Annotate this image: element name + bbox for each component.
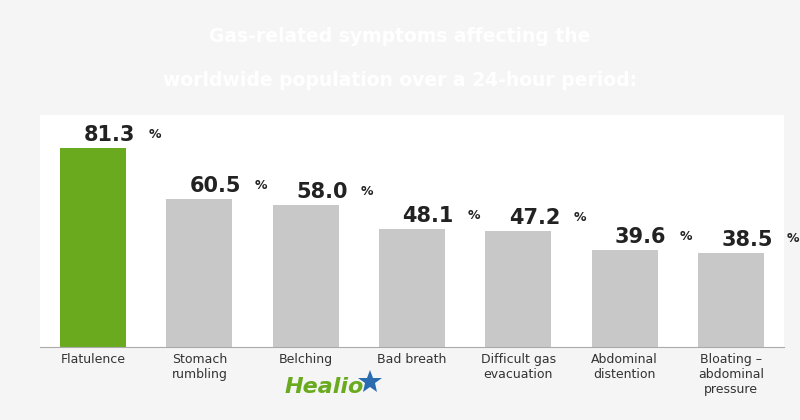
Text: Gas-related symptoms affecting the: Gas-related symptoms affecting the bbox=[210, 27, 590, 46]
Text: 58.0: 58.0 bbox=[296, 182, 348, 202]
Bar bbox=[273, 205, 338, 346]
Text: %: % bbox=[149, 128, 161, 141]
Text: 60.5: 60.5 bbox=[190, 176, 242, 196]
Bar bbox=[60, 148, 126, 346]
Text: 47.2: 47.2 bbox=[509, 208, 560, 228]
Text: 81.3: 81.3 bbox=[83, 125, 135, 145]
Text: Healio: Healio bbox=[285, 377, 364, 397]
Text: %: % bbox=[361, 185, 374, 198]
Bar bbox=[698, 252, 764, 346]
Bar bbox=[166, 199, 232, 346]
Text: 38.5: 38.5 bbox=[722, 230, 773, 249]
Text: %: % bbox=[574, 211, 586, 224]
Bar bbox=[592, 250, 658, 346]
Text: %: % bbox=[786, 232, 798, 245]
Text: 39.6: 39.6 bbox=[615, 227, 666, 247]
Bar bbox=[486, 231, 551, 346]
Text: %: % bbox=[254, 178, 267, 192]
Text: %: % bbox=[467, 209, 480, 222]
Bar bbox=[379, 229, 445, 346]
Text: %: % bbox=[680, 230, 692, 242]
Text: 48.1: 48.1 bbox=[402, 206, 454, 226]
Text: worldwide population over a 24-hour period:: worldwide population over a 24-hour peri… bbox=[163, 71, 637, 89]
